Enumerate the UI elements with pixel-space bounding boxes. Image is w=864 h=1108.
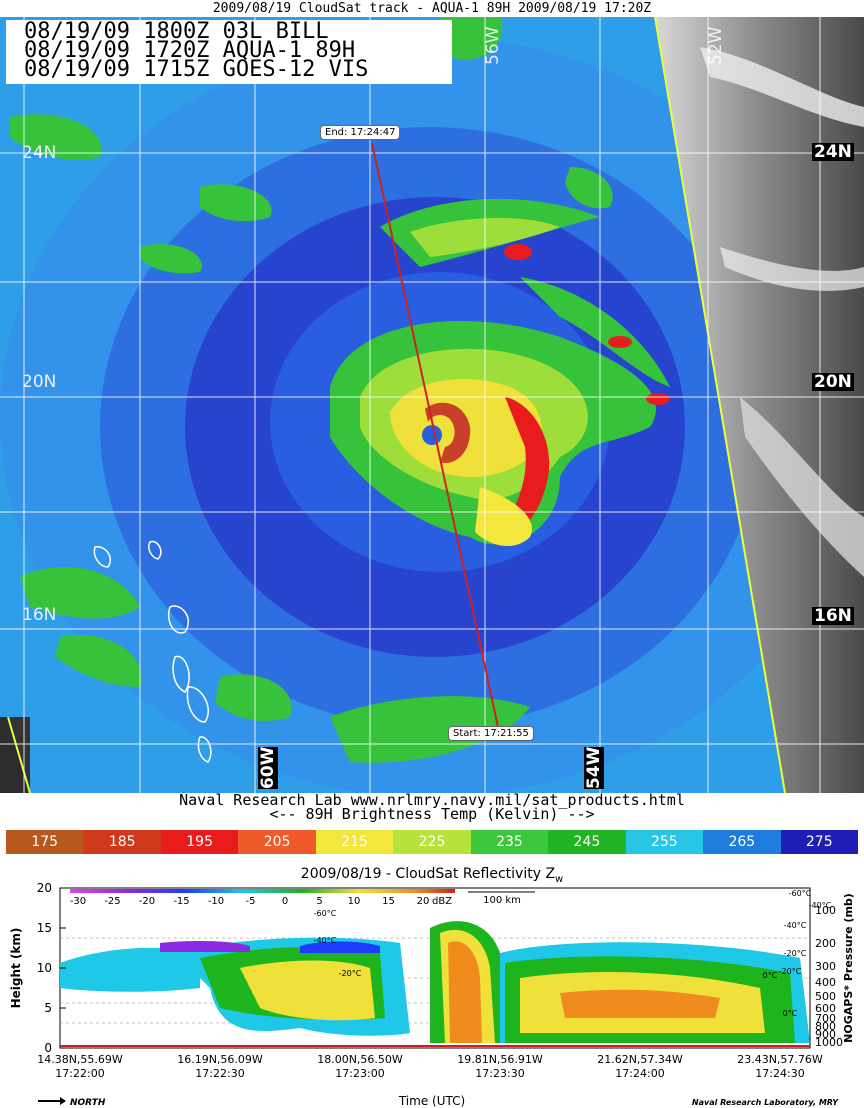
pressure-tick-800: 800	[815, 1020, 836, 1033]
pressure-tick-100: 100	[815, 904, 836, 917]
x-time-1: 17:22:30	[195, 1067, 244, 1080]
lab-credit: Naval Research Laboratory, MRY	[692, 1098, 839, 1107]
temp-label-8: -20°C	[779, 967, 802, 976]
x-time-2: 17:23:00	[335, 1067, 384, 1080]
temp-label-6: -60°C	[789, 889, 812, 898]
pressure-tick-700: 700	[815, 1012, 836, 1025]
colorbar-cell-225: 225	[393, 830, 471, 854]
x-loc-4: 21.62N,57.34W	[597, 1053, 683, 1066]
x-loc-1: 16.19N,56.09W	[177, 1053, 263, 1066]
dbz-tick-15: 15	[382, 896, 395, 907]
lat-label-16n: 16N	[812, 606, 854, 626]
credit-line-2: <-- 89H Brightness Temp (Kelvin) -->	[269, 805, 595, 823]
colorbar-cell-255: 255	[625, 830, 704, 854]
track-start-label: Start: 17:21:55	[448, 726, 534, 741]
lat-label-16n-left: 16N	[22, 605, 57, 625]
cloudsat-ylabel: Height (km)	[9, 928, 23, 1009]
lon-label-54w: 54W	[584, 746, 604, 789]
temp-label-4: -20°C	[784, 949, 807, 958]
credit-text: Naval Research Lab www.nrlmry.navy.mil/s…	[0, 791, 864, 823]
x-loc-3: 19.81N,56.91W	[457, 1053, 543, 1066]
cloudsat-reflectivity-panel: 2009/08/19 - CloudSat Reflectivity Zw -3…	[9, 866, 855, 1108]
pressure-tick-200: 200	[815, 937, 836, 950]
dbz-tick-5: 5	[316, 896, 322, 907]
temp-label-3: -40°C	[784, 921, 807, 930]
dbz-tick--10: -10	[208, 896, 224, 907]
brightness-colorbar: 175 185 195 205 215 225 235 245 255 265 275	[6, 830, 858, 854]
dbz-tick--25: -25	[104, 896, 120, 907]
colorbar-cell-275: 275	[780, 830, 858, 854]
x-time-4: 17:24:00	[615, 1067, 664, 1080]
lat-label-20n: 20N	[812, 372, 854, 392]
dbz-tick--15: -15	[173, 896, 189, 907]
cloudsat-xlabel: Time (UTC)	[398, 1094, 465, 1108]
pressure-tick-400: 400	[815, 976, 836, 989]
colorbar-cell-265: 265	[703, 830, 781, 854]
cloudsat-title: 2009/08/19 - CloudSat Reflectivity Zw	[301, 866, 563, 885]
header-line-aqua: 08/19/09 1720Z AQUA-1 89H	[24, 38, 356, 63]
x-loc-0: 14.38N,55.69W	[37, 1053, 123, 1066]
colorbar-cell-245: 245	[548, 830, 626, 854]
dbz-colorbar	[70, 889, 455, 893]
colorbar-cell-215: 215	[315, 830, 394, 854]
credit-line-1: Naval Research Lab www.nrlmry.navy.mil/s…	[179, 791, 685, 809]
x-time-3: 17:23:30	[475, 1067, 524, 1080]
dbz-tick--30: -30	[70, 896, 86, 907]
x-time-5: 17:24:30	[755, 1067, 804, 1080]
cloudsat-title-sub: w	[555, 874, 563, 885]
x-loc-2: 18.00N,56.50W	[317, 1053, 403, 1066]
north-indicator: NORTH	[38, 1097, 106, 1108]
scale-bar-label: 100 km	[483, 895, 521, 906]
colorbar-cell-205: 205	[238, 830, 316, 854]
x-loc-5: 23.43N,57.76W	[737, 1053, 823, 1066]
temp-label-7: -40°C	[809, 901, 832, 910]
height-tick-15: 15	[37, 921, 52, 935]
cloudsat-title-main: 2009/08/19 - CloudSat Reflectivity Z	[301, 866, 555, 882]
lat-label-24n-left: 24N	[22, 143, 57, 163]
temp-label-9: 0°C	[783, 1009, 798, 1018]
dbz-unit: dBZ	[432, 896, 452, 907]
pressure-axis-label: NOGAPS* Pressure (mb)	[842, 893, 855, 1043]
height-tick-5: 5	[44, 1001, 52, 1015]
temp-label-0: -60°C	[314, 909, 337, 918]
satellite-map: 24N 20N 16N 24N 20N 16N 56W 52W 60W 54W …	[0, 17, 864, 793]
lat-label-20n-left: 20N	[22, 372, 57, 392]
dbz-tick-10: 10	[348, 896, 361, 907]
header-line-storm: 08/19/09 1800Z 03L BILL	[24, 19, 329, 44]
colorbar-cell-175: 175	[6, 830, 84, 854]
lat-label-24n: 24N	[812, 142, 854, 162]
dbz-tick--20: -20	[139, 896, 155, 907]
dbz-tick--5: -5	[246, 896, 256, 907]
track-end-label: End: 17:24:47	[320, 125, 401, 140]
pressure-tick-300: 300	[815, 960, 836, 973]
reflectivity-field	[60, 921, 810, 1043]
temp-label-1: -40°C	[314, 936, 337, 945]
colorbar-cell-185: 185	[83, 830, 161, 854]
north-label: NORTH	[70, 1098, 106, 1108]
temp-label-5: 0°C	[763, 971, 778, 980]
header-box: 08/19/09 1800Z 03L BILL 08/19/09 1720Z A…	[6, 20, 452, 84]
lon-label-52w: 52W	[706, 26, 726, 65]
x-time-0: 17:22:00	[55, 1067, 104, 1080]
dbz-tick-0: 0	[282, 896, 288, 907]
pressure-tick-900: 900	[815, 1028, 836, 1041]
cloudsat-track-line	[371, 142, 499, 728]
dbz-tick-20: 20	[417, 896, 430, 907]
header-line-goes: 08/19/09 1715Z GOES-12 VIS	[24, 57, 369, 82]
height-tick-20: 20	[37, 881, 52, 895]
height-tick-0: 0	[44, 1041, 52, 1055]
colorbar-cell-235: 235	[470, 830, 549, 854]
pressure-tick-500: 500	[815, 990, 836, 1003]
image-title: 2009/08/19 CloudSat track - AQUA-1 89H 2…	[212, 1, 652, 16]
height-tick-10: 10	[37, 961, 52, 975]
microwave-imagery	[0, 17, 864, 793]
temp-label-2: -20°C	[339, 969, 362, 978]
colorbar-cell-195: 195	[160, 830, 239, 854]
lon-label-56w: 56W	[483, 26, 503, 65]
pressure-tick-600: 600	[815, 1002, 836, 1015]
pressure-tick-1000: 1000	[815, 1036, 843, 1049]
lon-label-60w: 60W	[258, 746, 278, 789]
